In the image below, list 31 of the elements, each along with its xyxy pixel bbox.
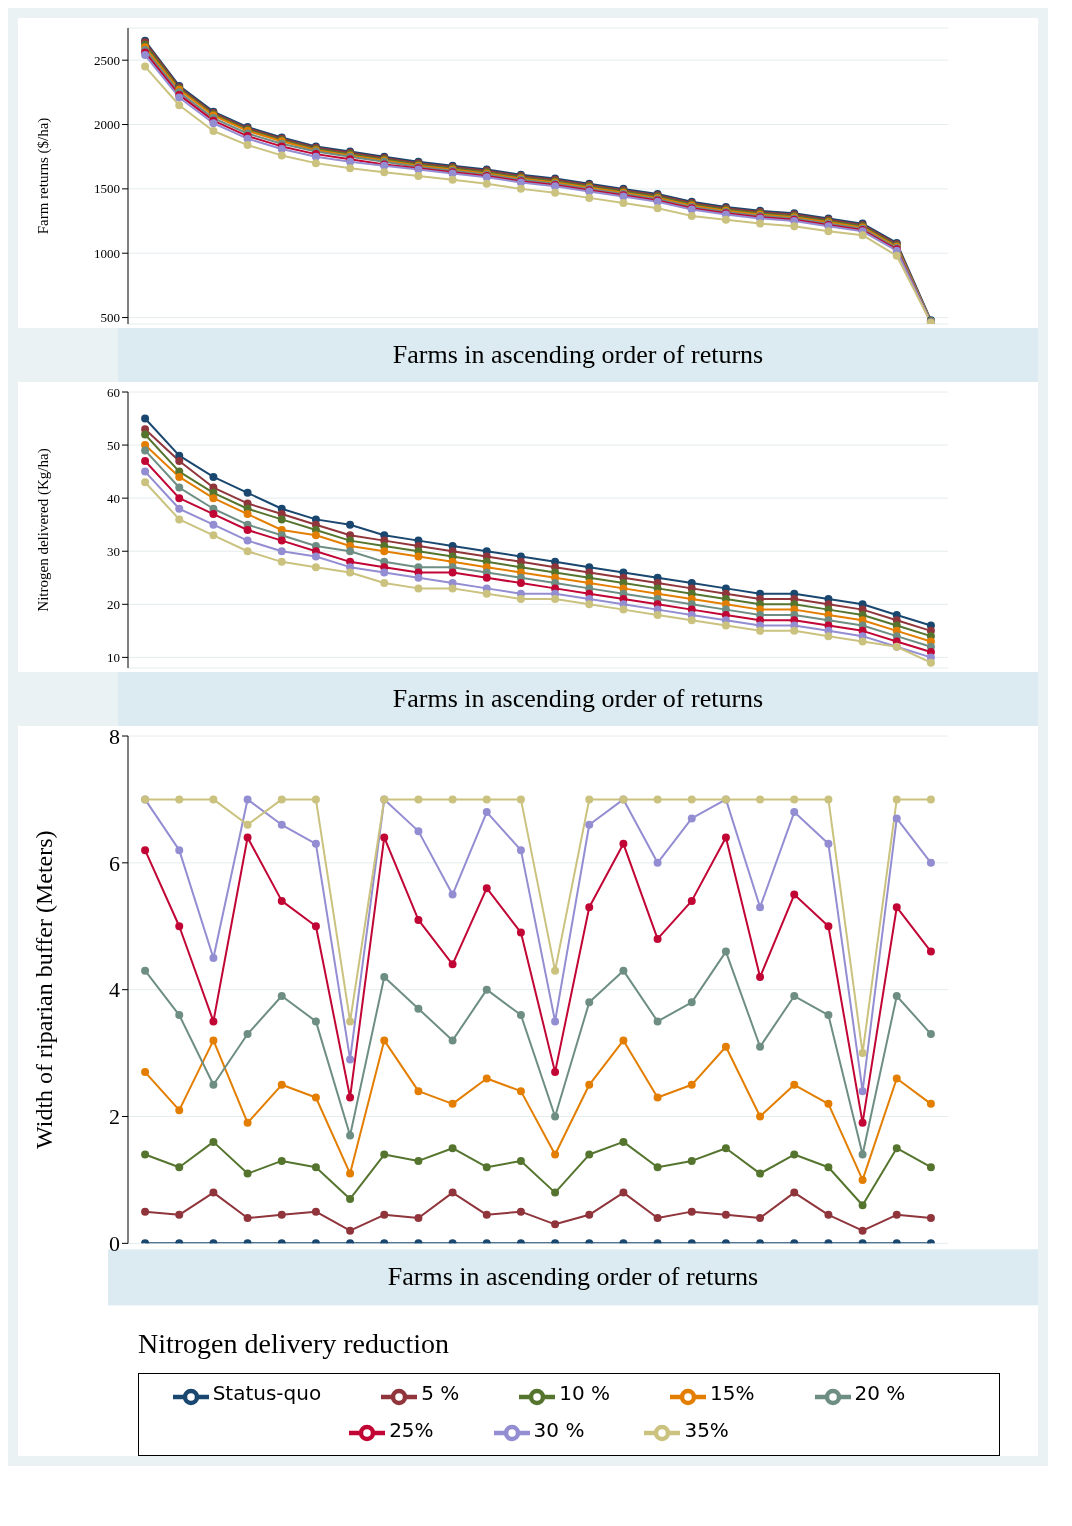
y-tick-label: 0 bbox=[109, 1231, 120, 1257]
y-tick-label: 2500 bbox=[94, 52, 120, 68]
y-tick-label: 10 bbox=[107, 650, 120, 665]
y-tick-label: 6 bbox=[109, 850, 120, 876]
legend-label: 5 % bbox=[421, 1381, 460, 1406]
y-tick-label: 8 bbox=[109, 723, 120, 749]
y-tick-label: 1000 bbox=[94, 245, 120, 261]
legend-label: 25% bbox=[389, 1417, 434, 1442]
x-axis-title: Farms in ascending order of returns bbox=[387, 1262, 759, 1292]
x-axis-title: Farms in ascending order of returns bbox=[392, 684, 764, 713]
y-tick-label: 2000 bbox=[94, 117, 120, 133]
y-tick-label: 20 bbox=[107, 596, 120, 612]
legend-label: 30 % bbox=[533, 1417, 585, 1442]
legend-label: Status-quo bbox=[212, 1381, 322, 1406]
x-axis-title: Farms in ascending order of returns bbox=[118, 328, 1038, 382]
y-tick-label: 30 bbox=[107, 543, 120, 559]
y-axis-title: Nitrogen delivered (Kg/ha) bbox=[35, 448, 53, 612]
y-tick-label: 4 bbox=[109, 977, 120, 1003]
legend-label: 35% bbox=[684, 1417, 729, 1442]
y-tick-label: 40 bbox=[107, 490, 120, 506]
y-tick-label: 50 bbox=[107, 437, 120, 453]
legend-label: 15% bbox=[710, 1381, 755, 1406]
y-tick-label: 500 bbox=[100, 310, 120, 326]
y-tick-label: 2 bbox=[109, 1104, 120, 1130]
legend-label: 20 % bbox=[854, 1381, 906, 1406]
y-tick-label: 60 bbox=[107, 384, 120, 400]
y-tick-label: 1500 bbox=[94, 181, 120, 197]
y-axis-title: Width of riparian buffer (Meters) bbox=[30, 830, 57, 1149]
y-axis-title: Farm returns ($/ha) bbox=[35, 117, 53, 235]
legend-label: 10 % bbox=[559, 1381, 611, 1406]
legend-title: Nitrogen delivery reduction bbox=[138, 1328, 450, 1360]
